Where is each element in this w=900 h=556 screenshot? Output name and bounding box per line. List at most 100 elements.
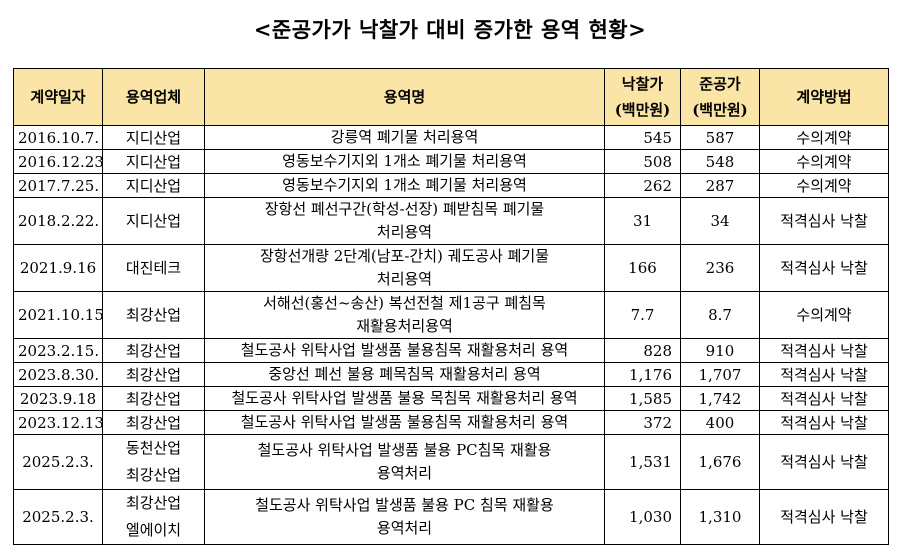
- cell-service: 영동보수기지외 1개소 폐기물 처리용역: [204, 149, 605, 174]
- company-line: 최강산업: [125, 365, 182, 384]
- service-line: 처리용역: [376, 223, 433, 241]
- cell-bid: 1,030: [604, 489, 681, 545]
- service-line: 철도공사 위탁사업 발생품 불용 PC 침목 재활용: [255, 496, 554, 514]
- header-bid: 낙찰가 (백만원): [604, 68, 681, 126]
- cell-company: 지디산업: [102, 197, 205, 245]
- cell-method: 적격심사 낙찰: [759, 197, 889, 245]
- cell-method: 수의계약: [759, 125, 889, 150]
- header-final: 준공가 (백만원): [680, 68, 760, 126]
- cell-date: 2021.9.16: [13, 244, 103, 292]
- cell-date: 2025.2.3.: [13, 434, 103, 490]
- cell-service: 철도공사 위탁사업 발생품 불용 목침목 재활용처리 용역: [204, 386, 605, 411]
- header-date: 계약일자: [13, 68, 103, 126]
- cell-company: 지디산업: [102, 173, 205, 198]
- table-row: 2016.10.7. 지디산업 강릉역 폐기물 처리용역 545 587 수의계…: [13, 125, 889, 150]
- cell-service: 철도공사 위탁사업 발생품 불용 PC 침목 재활용 용역처리: [204, 489, 605, 545]
- cell-company: 지디산업: [102, 125, 205, 150]
- cell-method: 수의계약: [759, 291, 889, 339]
- cell-company: 최강산업 엘에이치: [102, 489, 205, 545]
- cell-method: 적격심사 낙찰: [759, 362, 889, 387]
- cell-final: 236: [680, 244, 760, 292]
- company-line: 동천산업: [125, 439, 182, 457]
- cell-service: 장항선 폐선구간(학성-선장) 폐받침목 폐기물 처리용역: [204, 197, 605, 245]
- service-line: 철도공사 위탁사업 발생품 불용침목 재활용처리 용역: [240, 413, 569, 431]
- company-line: 대진테크: [125, 259, 182, 277]
- service-line: 중앙선 폐선 불용 폐목침목 재활용처리 용역: [268, 365, 541, 383]
- cell-company: 동천산업 최강산업: [102, 434, 205, 490]
- cell-final: 910: [680, 338, 760, 363]
- cell-final: 587: [680, 125, 760, 150]
- company-line: 지디산업: [125, 212, 182, 230]
- header-service: 용역명: [204, 68, 605, 126]
- service-line: 재활용처리용역: [356, 317, 453, 335]
- service-line: 장항선 폐선구간(학성-선장) 폐받침목 폐기물: [264, 200, 545, 218]
- cell-method: 적격심사 낙찰: [759, 434, 889, 490]
- company-line: 최강산업: [125, 413, 182, 432]
- table-row: 2021.9.16 대진테크 장항선개량 2단계(남포-간치) 궤도공사 폐기물…: [13, 244, 889, 292]
- cell-service: 강릉역 폐기물 처리용역: [204, 125, 605, 150]
- cell-bid: 508: [604, 149, 681, 174]
- cell-date: 2023.12.13.: [13, 410, 103, 435]
- cell-service: 철도공사 위탁사업 발생품 불용침목 재활용처리 용역: [204, 338, 605, 363]
- cell-method: 수의계약: [759, 173, 889, 198]
- cell-final: 1,742: [680, 386, 760, 411]
- company-line: 최강산업: [125, 389, 182, 408]
- cell-date: 2025.2.3.: [13, 489, 103, 545]
- company-line: 최강산업: [125, 306, 182, 324]
- header-company: 용역업체: [102, 68, 205, 126]
- service-line: 철도공사 위탁사업 발생품 불용 목침목 재활용처리 용역: [231, 389, 578, 407]
- cell-final: 1,707: [680, 362, 760, 387]
- service-line: 철도공사 위탁사업 발생품 불용 PC침목 재활용: [257, 441, 552, 459]
- page-title: <준공가가 낙찰가 대비 증가한 용역 현황>: [253, 17, 647, 42]
- cell-date: 2023.9.18: [13, 386, 103, 411]
- cell-date: 2017.7.25.: [13, 173, 103, 198]
- cell-bid: 262: [604, 173, 681, 198]
- service-line: 용역처리: [376, 464, 433, 482]
- cell-company: 최강산업: [102, 291, 205, 339]
- cell-date: 2023.8.30.: [13, 362, 103, 387]
- cell-bid: 1,585: [604, 386, 681, 411]
- cell-company: 최강산업: [102, 410, 205, 435]
- table-row: 2023.8.30. 최강산업 중앙선 폐선 불용 폐목침목 재활용처리 용역 …: [13, 362, 889, 387]
- header-row: 계약일자 용역업체 용역명 낙찰가 (백만원) 준공가 (백만원) 계약방법: [13, 68, 889, 126]
- cell-final: 1,310: [680, 489, 760, 545]
- cell-bid: 1,176: [604, 362, 681, 387]
- table-row: 2016.12.23. 지디산업 영동보수기지외 1개소 폐기물 처리용역 50…: [13, 149, 889, 174]
- table-row: 2018.2.22. 지디산업 장항선 폐선구간(학성-선장) 폐받침목 폐기물…: [13, 197, 889, 245]
- cell-bid: 31: [604, 197, 681, 245]
- cell-method: 적격심사 낙찰: [759, 244, 889, 292]
- cell-final: 34: [680, 197, 760, 245]
- cell-bid: 166: [604, 244, 681, 292]
- cell-service: 중앙선 폐선 불용 폐목침목 재활용처리 용역: [204, 362, 605, 387]
- cell-service: 영동보수기지외 1개소 폐기물 처리용역: [204, 173, 605, 198]
- cell-bid: 372: [604, 410, 681, 435]
- cell-final: 287: [680, 173, 760, 198]
- cell-service: 장항선개량 2단계(남포-간치) 궤도공사 폐기물 처리용역: [204, 244, 605, 292]
- service-line: 처리용역: [376, 270, 433, 288]
- service-line: 서해선(홍선~송산) 복선전철 제1공구 폐침목: [263, 294, 546, 312]
- cell-final: 548: [680, 149, 760, 174]
- service-line: 영동보수기지외 1개소 폐기물 처리용역: [282, 176, 527, 194]
- company-line: 지디산업: [125, 152, 182, 171]
- cell-company: 최강산업: [102, 386, 205, 411]
- company-line: 지디산업: [125, 176, 182, 195]
- cell-date: 2016.12.23.: [13, 149, 103, 174]
- table-row: 2025.2.3. 최강산업 엘에이치 철도공사 위탁사업 발생품 불용 PC …: [13, 489, 889, 545]
- cell-service: 철도공사 위탁사업 발생품 불용침목 재활용처리 용역: [204, 410, 605, 435]
- cell-service: 서해선(홍선~송산) 복선전철 제1공구 폐침목 재활용처리용역: [204, 291, 605, 339]
- company-line: 최강산업: [125, 494, 182, 512]
- service-line: 장항선개량 2단계(남포-간치) 궤도공사 폐기물: [259, 247, 550, 265]
- cell-bid: 1,531: [604, 434, 681, 490]
- cell-method: 적격심사 낙찰: [759, 338, 889, 363]
- cell-service: 철도공사 위탁사업 발생품 불용 PC침목 재활용 용역처리: [204, 434, 605, 490]
- cell-company: 최강산업: [102, 362, 205, 387]
- cell-date: 2021.10.15.: [13, 291, 103, 339]
- cell-method: 적격심사 낙찰: [759, 489, 889, 545]
- company-line: 엘에이치: [125, 521, 182, 539]
- cell-final: 400: [680, 410, 760, 435]
- header-method: 계약방법: [759, 68, 889, 126]
- header-bid-unit: (백만원): [614, 101, 671, 119]
- header-bid-label: 낙찰가: [621, 75, 664, 93]
- cell-company: 지디산업: [102, 149, 205, 174]
- service-line: 영동보수기지외 1개소 폐기물 처리용역: [282, 152, 527, 170]
